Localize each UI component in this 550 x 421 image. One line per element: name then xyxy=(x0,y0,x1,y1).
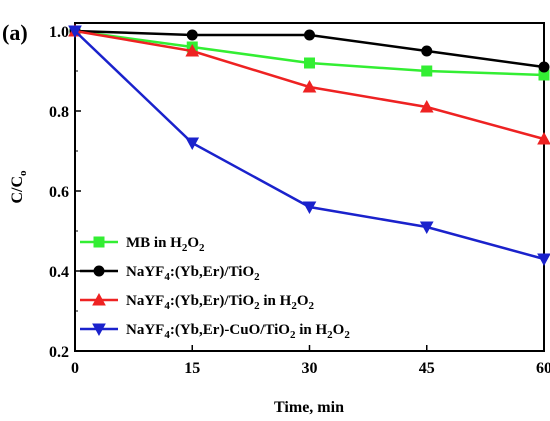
legend-label-part: 2 xyxy=(182,242,188,254)
legend-label-part: 2 xyxy=(254,300,260,312)
legend-label: NaYF4:(Yb,Er)/TiO2 xyxy=(126,264,260,283)
legend-item: NaYF4:(Yb,Er)-CuO/TiO2 in H2O2 xyxy=(80,322,350,341)
series-layer xyxy=(68,23,550,267)
series-NaYF4_TiO2_H2O2 xyxy=(68,23,550,145)
data-point xyxy=(537,131,550,145)
legend-marker xyxy=(93,265,105,277)
legend-label-part: :(Yb,Er)/TiO xyxy=(170,293,254,309)
data-point xyxy=(185,137,200,151)
legend-label-part: MB in H xyxy=(126,235,182,251)
legend-label-part: 4 xyxy=(164,329,170,341)
legend-label: MB in H2O2 xyxy=(126,235,205,254)
legend-label-part: 4 xyxy=(164,300,170,312)
legend-label-part: 2 xyxy=(309,300,315,312)
x-axis-title: Time, min xyxy=(274,399,344,416)
legend-label-part: NaYF xyxy=(126,293,164,309)
legend-label: NaYF4:(Yb,Er)-CuO/TiO2 in H2O2 xyxy=(126,322,350,341)
data-point xyxy=(302,79,317,93)
data-point xyxy=(419,221,434,235)
y-tick-label: 0.8 xyxy=(49,104,69,121)
legend-label-part: NaYF xyxy=(126,322,164,338)
legend-label-part: 2 xyxy=(327,329,333,341)
legend-label-part: 4 xyxy=(164,271,170,283)
series-NaYF4_CuO_TiO2_H2O2 xyxy=(68,25,550,267)
legend-label-part: 2 xyxy=(290,329,296,341)
y-axis-title-main: C/C xyxy=(9,176,26,204)
y-tick-label: 0.4 xyxy=(49,264,69,281)
legend-label-part: O xyxy=(333,322,345,338)
legend-item: NaYF4:(Yb,Er)/TiO2 in H2O2 xyxy=(80,292,315,312)
legend-label-part: O xyxy=(187,235,199,251)
legend-label-part: 2 xyxy=(199,242,205,254)
data-point xyxy=(421,45,433,57)
x-tick-label: 45 xyxy=(419,360,435,377)
legend-label-part: :(Yb,Er)/TiO xyxy=(170,264,254,280)
data-point xyxy=(538,61,550,73)
legend-marker xyxy=(92,292,106,306)
legend-item: NaYF4:(Yb,Er)/TiO2 xyxy=(80,264,260,283)
y-tick-label: 1.0 xyxy=(49,24,69,41)
legend-label-part: 2 xyxy=(291,300,297,312)
legend-label-part: :(Yb,Er)-CuO/TiO xyxy=(170,322,290,338)
legend-item: MB in H2O2 xyxy=(80,235,205,254)
data-point xyxy=(419,99,434,113)
legend-label-part: O xyxy=(297,293,309,309)
panel-label: (a) xyxy=(2,20,28,45)
legend-label-part: in H xyxy=(295,322,327,338)
data-point xyxy=(537,253,550,267)
y-axis-title: C/Co xyxy=(9,170,29,204)
legend-label-part: in H xyxy=(260,293,292,309)
data-point xyxy=(304,29,315,41)
data-point xyxy=(302,201,317,215)
legend-label-part: 2 xyxy=(254,271,260,283)
legend-marker xyxy=(93,236,105,248)
axis-ticks: 0 15 30 45 60 0.2 0.4 0.6 0.8 1.0 xyxy=(49,24,550,377)
legend-label-part: 2 xyxy=(344,329,350,341)
y-tick-label: 0.2 xyxy=(49,344,69,361)
x-tick-label: 15 xyxy=(184,360,200,377)
legend-label: NaYF4:(Yb,Er)/TiO2 in H2O2 xyxy=(126,293,315,312)
legend-label-part: NaYF xyxy=(126,264,164,280)
data-point xyxy=(304,57,315,69)
legend-marker xyxy=(92,323,106,337)
data-point xyxy=(68,25,82,39)
x-tick-label: 60 xyxy=(536,360,550,377)
data-point xyxy=(186,29,198,41)
x-tick-label: 30 xyxy=(302,360,318,377)
x-tick-label: 0 xyxy=(71,360,79,377)
data-point xyxy=(185,43,200,57)
y-axis-title-subscript: o xyxy=(17,170,29,176)
y-tick-label: 0.6 xyxy=(49,184,69,201)
legend: MB in H2O2NaYF4:(Yb,Er)/TiO2NaYF4:(Yb,Er… xyxy=(80,235,350,341)
data-point xyxy=(421,65,433,77)
